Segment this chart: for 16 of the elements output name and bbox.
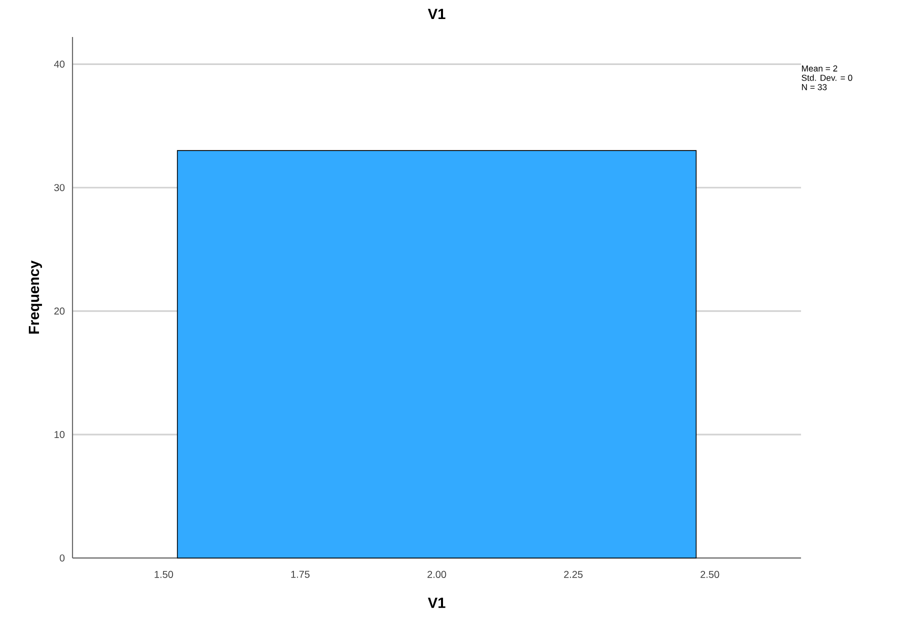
chart-title: V1 (428, 8, 446, 19)
text: N = 33 (802, 84, 827, 90)
x-tick-label: 2.00 (428, 570, 446, 578)
text: Std. Dev. = 0 (802, 74, 852, 81)
y-tick-label: 30 (54, 184, 65, 192)
x-tick-label: 1.50 (154, 570, 174, 578)
y-tick-label: 40 (54, 60, 65, 68)
text: Mean = 2 (802, 65, 838, 72)
y-tick-label: 10 (54, 430, 65, 438)
y-tick-label: 20 (54, 308, 65, 315)
x-tick-label: 2.25 (564, 570, 583, 578)
x-axis-title: V1 (428, 598, 446, 608)
y-axis-title: Frequency (28, 260, 42, 334)
x-tick-label: 1.75 (291, 570, 310, 578)
x-tick-label: 2.50 (700, 570, 720, 578)
y-tick-label: 0 (60, 554, 65, 562)
